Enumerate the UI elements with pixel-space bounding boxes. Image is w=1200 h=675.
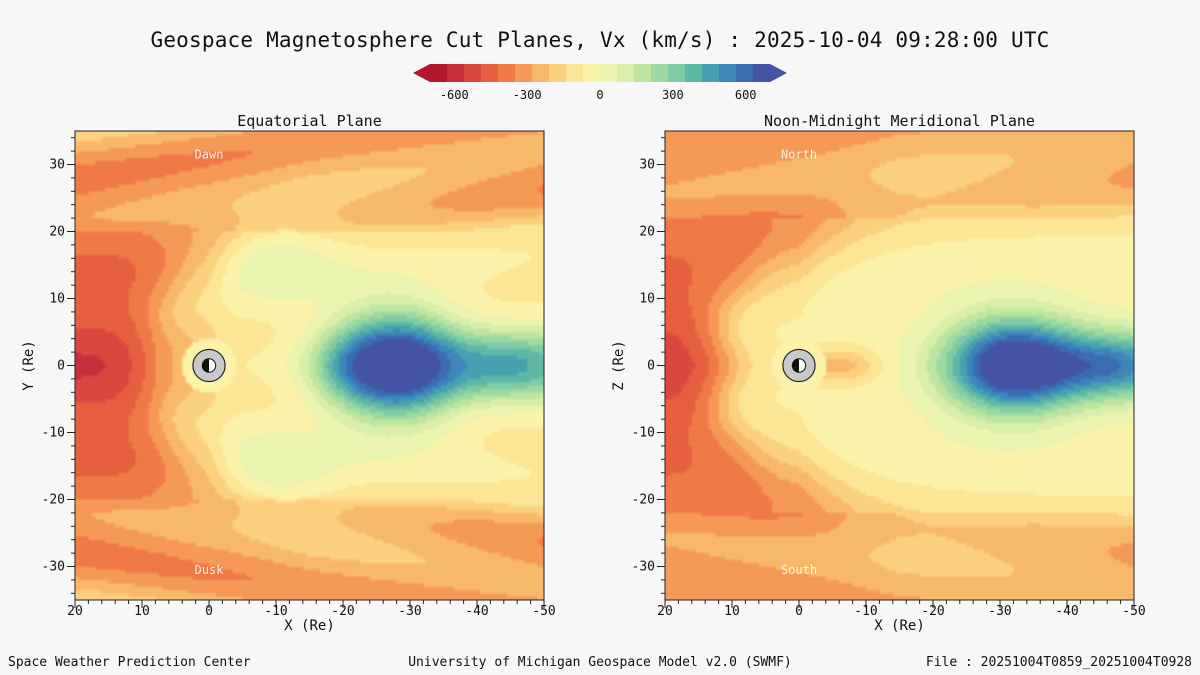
meridional-x-axis-label: X (Re) (874, 618, 925, 634)
colorbar-swatch (736, 64, 754, 82)
plane-annotation-dawn: Dawn (195, 147, 224, 161)
equatorial-heatmap (75, 131, 544, 600)
footer-model-credit: University of Michigan Geospace Model v2… (408, 655, 792, 670)
x-tick-label: 10 (724, 604, 740, 619)
colorbar-swatch (498, 64, 516, 82)
x-tick-label: -20 (921, 604, 944, 619)
y-tick-label: 10 (639, 292, 655, 307)
footer-file-name: File : 20251004T0859_20251004T0928 (925, 655, 1192, 670)
equatorial-x-axis-label: X (Re) (284, 618, 335, 634)
x-tick-label: -10 (264, 604, 287, 619)
colorbar-swatch (549, 64, 567, 82)
colorbar-tick-label: 300 (662, 88, 684, 102)
colorbar-tick-label: -600 (440, 88, 469, 102)
equatorial-y-axis-label: Y (Re) (21, 340, 37, 391)
colorbar-swatch (702, 64, 720, 82)
y-tick-label: 30 (49, 158, 65, 173)
colorbar-swatch (430, 64, 448, 82)
colorbar-swatch (634, 64, 652, 82)
earth-icon (192, 348, 226, 383)
x-tick-label: -40 (465, 604, 488, 619)
colorbar-tick-label: -300 (513, 88, 542, 102)
y-tick-label: -30 (42, 560, 65, 575)
y-tick-label: -20 (632, 493, 655, 508)
meridional-heatmap (665, 131, 1134, 600)
x-tick-label: -20 (331, 604, 354, 619)
colorbar-swatch (481, 64, 499, 82)
y-tick-label: -10 (42, 426, 65, 441)
x-tick-label: -50 (532, 604, 555, 619)
y-tick-label: -30 (632, 560, 655, 575)
colorbar-swatch (464, 64, 482, 82)
colorbar-swatch (617, 64, 635, 82)
x-tick-label: -30 (398, 604, 421, 619)
colorbar-tick-label: 0 (596, 88, 603, 102)
colorbar: -600 -300 0 300 600 (413, 64, 787, 102)
colorbar-max-arrow (770, 64, 787, 82)
y-tick-label: 20 (49, 225, 65, 240)
earth-icon (782, 348, 816, 383)
colorbar-swatch (753, 64, 771, 82)
y-tick-label: -10 (632, 426, 655, 441)
meridional-y-axis-label: Z (Re) (611, 340, 627, 391)
y-tick-label: 30 (639, 158, 655, 173)
colorbar-swatch (532, 64, 550, 82)
x-tick-label: 20 (67, 604, 83, 619)
x-tick-label: -30 (988, 604, 1011, 619)
colorbar-swatch (600, 64, 618, 82)
colorbar-swatch (719, 64, 737, 82)
meridional-title: Noon-Midnight Meridional Plane (764, 112, 1035, 130)
plane-annotation-north: North (781, 147, 817, 161)
equatorial-title: Equatorial Plane (237, 112, 382, 130)
x-tick-label: 10 (134, 604, 150, 619)
colorbar-swatch (583, 64, 601, 82)
plane-annotation-south: South (781, 563, 817, 577)
colorbar-min-arrow (413, 64, 430, 82)
colorbar-swatch (651, 64, 669, 82)
y-tick-label: -20 (42, 493, 65, 508)
x-tick-label: 20 (657, 604, 673, 619)
x-tick-label: 0 (205, 604, 213, 619)
x-tick-label: 0 (795, 604, 803, 619)
colorbar-swatch (515, 64, 533, 82)
colorbar-swatch (685, 64, 703, 82)
colorbar-tick-label: 600 (735, 88, 757, 102)
colorbar-swatch (447, 64, 465, 82)
colorbar-swatch (668, 64, 686, 82)
footer-left-credit: Space Weather Prediction Center (8, 655, 251, 670)
y-tick-label: 10 (49, 292, 65, 307)
figure-title: Geospace Magnetosphere Cut Planes, Vx (k… (150, 28, 1050, 52)
x-tick-label: -10 (854, 604, 877, 619)
y-tick-label: 20 (639, 225, 655, 240)
x-tick-label: -40 (1055, 604, 1078, 619)
plane-annotation-dusk: Dusk (195, 563, 225, 577)
y-tick-label: 0 (647, 359, 655, 374)
colorbar-swatch (566, 64, 584, 82)
x-tick-label: -50 (1122, 604, 1145, 619)
y-tick-label: 0 (57, 359, 65, 374)
